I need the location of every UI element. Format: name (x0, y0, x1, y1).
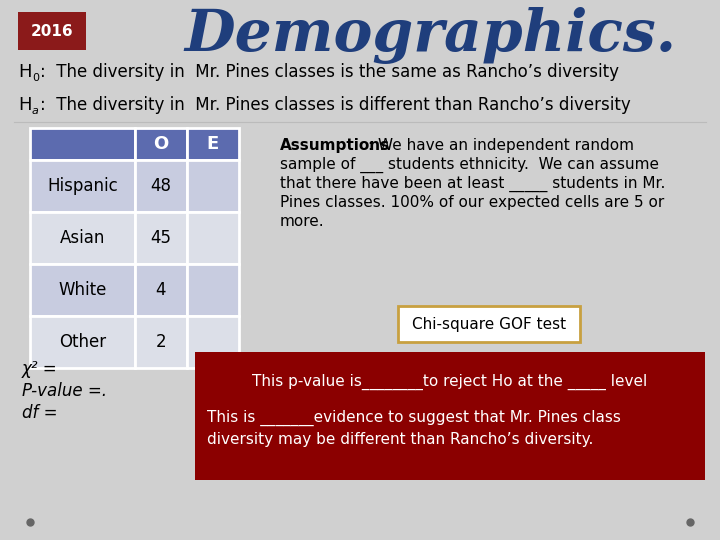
Text: 2016: 2016 (31, 24, 73, 38)
Text: 0: 0 (32, 73, 39, 83)
FancyBboxPatch shape (135, 316, 187, 368)
Text: df =: df = (22, 404, 58, 422)
Text: that there have been at least _____ students in Mr.: that there have been at least _____ stud… (280, 176, 665, 192)
FancyBboxPatch shape (187, 264, 239, 316)
FancyBboxPatch shape (187, 212, 239, 264)
Text: P-value =.: P-value =. (22, 382, 107, 400)
Text: :  The diversity in  Mr. Pines classes is different than Rancho’s diversity: : The diversity in Mr. Pines classes is … (40, 96, 631, 114)
FancyBboxPatch shape (135, 212, 187, 264)
Text: This is _______evidence to suggest that Mr. Pines class: This is _______evidence to suggest that … (207, 410, 621, 426)
FancyBboxPatch shape (30, 128, 135, 160)
Text: Other: Other (59, 333, 106, 351)
FancyBboxPatch shape (187, 316, 239, 368)
FancyBboxPatch shape (30, 264, 135, 316)
Text: 4: 4 (156, 281, 166, 299)
Text: sample of ___ students ethnicity.  We can assume: sample of ___ students ethnicity. We can… (280, 157, 659, 173)
Text: H: H (18, 96, 32, 114)
Text: :  The diversity in  Mr. Pines classes is the same as Rancho’s diversity: : The diversity in Mr. Pines classes is … (40, 63, 619, 81)
Text: 2: 2 (156, 333, 166, 351)
FancyBboxPatch shape (135, 264, 187, 316)
FancyBboxPatch shape (135, 128, 187, 160)
FancyBboxPatch shape (195, 352, 705, 480)
FancyBboxPatch shape (30, 160, 135, 212)
Text: χ² =: χ² = (22, 360, 58, 378)
Text: Assumptions: Assumptions (280, 138, 390, 153)
Text: Hispanic: Hispanic (47, 177, 118, 195)
Text: White: White (58, 281, 107, 299)
Text: Chi-square GOF test: Chi-square GOF test (412, 316, 566, 332)
Text: E: E (207, 135, 219, 153)
Text: H: H (18, 63, 32, 81)
FancyBboxPatch shape (30, 316, 135, 368)
FancyBboxPatch shape (187, 160, 239, 212)
FancyBboxPatch shape (18, 12, 86, 50)
Text: a: a (32, 106, 39, 116)
Text: 45: 45 (150, 229, 171, 247)
Text: This p-value is________to reject Ho at the _____ level: This p-value is________to reject Ho at t… (253, 374, 647, 390)
Text: : We have an independent random: : We have an independent random (368, 138, 634, 153)
FancyBboxPatch shape (187, 128, 239, 160)
Text: 48: 48 (150, 177, 171, 195)
FancyBboxPatch shape (135, 160, 187, 212)
FancyBboxPatch shape (398, 306, 580, 342)
Text: O: O (153, 135, 168, 153)
FancyBboxPatch shape (30, 212, 135, 264)
Text: Pines classes. 100% of our expected cells are 5 or: Pines classes. 100% of our expected cell… (280, 195, 665, 210)
Text: more.: more. (280, 214, 325, 229)
Text: Demographics.: Demographics. (184, 8, 676, 64)
Text: diversity may be different than Rancho’s diversity.: diversity may be different than Rancho’s… (207, 432, 593, 447)
Text: Asian: Asian (60, 229, 105, 247)
